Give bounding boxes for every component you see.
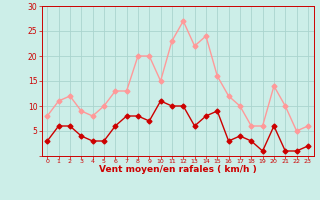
X-axis label: Vent moyen/en rafales ( km/h ): Vent moyen/en rafales ( km/h ) — [99, 165, 256, 174]
